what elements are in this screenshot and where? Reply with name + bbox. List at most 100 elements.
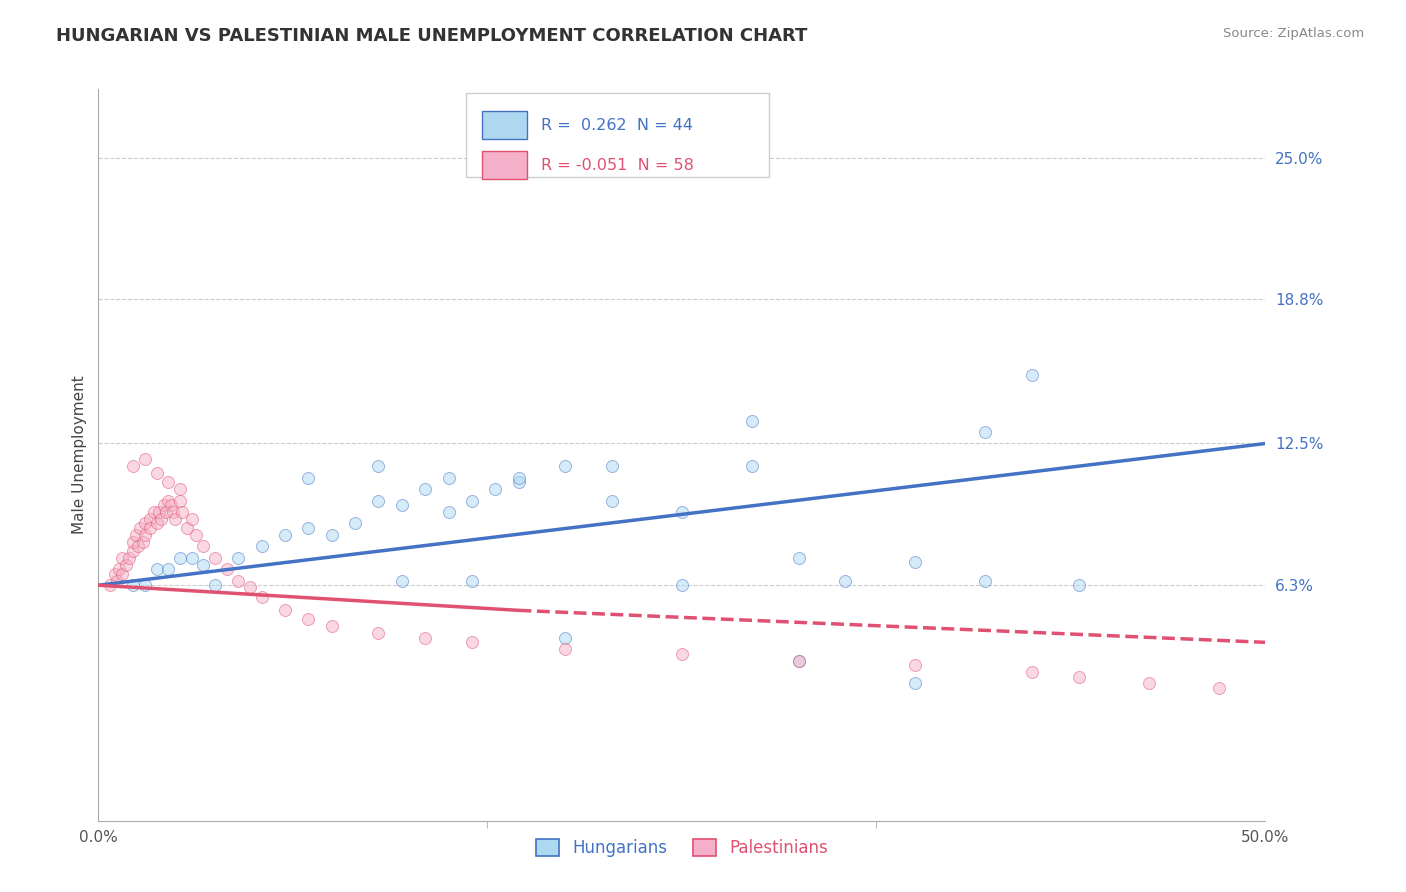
Point: [129, 521, 152, 535]
Point: [274, 528, 297, 542]
Point: [111, 566, 134, 581]
Point: [193, 539, 215, 553]
Text: HUNGARIAN VS PALESTINIAN MALE UNEMPLOYMENT CORRELATION CHART: HUNGARIAN VS PALESTINIAN MALE UNEMPLOYME…: [56, 27, 807, 45]
Point: [118, 550, 141, 565]
Text: R = -0.051  N = 58: R = -0.051 N = 58: [541, 158, 693, 173]
Point: [904, 676, 927, 690]
Point: [974, 574, 997, 588]
Point: [139, 521, 162, 535]
Point: [134, 452, 156, 467]
Point: [159, 498, 181, 512]
Point: [671, 647, 693, 661]
Point: [904, 658, 927, 673]
Point: [146, 466, 169, 480]
Point: [146, 562, 169, 576]
Point: [180, 512, 202, 526]
Point: [169, 493, 191, 508]
Point: [437, 505, 460, 519]
Point: [127, 539, 149, 553]
Point: [134, 528, 156, 542]
Point: [148, 505, 170, 519]
Point: [155, 505, 177, 519]
Point: [162, 505, 184, 519]
Point: [108, 562, 131, 576]
Point: [413, 631, 436, 645]
Point: [461, 493, 484, 508]
Point: [157, 475, 180, 490]
Point: [1137, 676, 1160, 690]
Point: [122, 544, 145, 558]
Point: [484, 482, 506, 496]
Point: [98, 578, 121, 592]
Point: [228, 574, 250, 588]
Point: [115, 558, 138, 572]
Point: [150, 512, 173, 526]
Point: [143, 505, 166, 519]
Legend: Hungarians, Palestinians: Hungarians, Palestinians: [529, 832, 835, 863]
Point: [321, 528, 343, 542]
Point: [297, 521, 319, 535]
Point: [297, 613, 319, 627]
Point: [391, 574, 413, 588]
Point: [215, 562, 238, 576]
Point: [974, 425, 997, 439]
Point: [367, 626, 389, 640]
Point: [367, 459, 389, 474]
Point: [165, 512, 187, 526]
Point: [508, 471, 530, 485]
FancyBboxPatch shape: [465, 93, 769, 177]
Point: [169, 482, 191, 496]
Point: [169, 550, 191, 565]
Point: [274, 603, 297, 617]
Point: [134, 578, 156, 592]
Point: [367, 493, 389, 508]
Point: [671, 578, 693, 592]
Point: [204, 550, 226, 565]
Point: [228, 550, 250, 565]
Point: [461, 635, 484, 649]
Point: [741, 414, 763, 428]
Point: [186, 528, 208, 542]
Point: [787, 654, 810, 668]
Point: [554, 459, 576, 474]
Point: [834, 574, 856, 588]
Point: [461, 574, 484, 588]
Point: [600, 459, 623, 474]
Point: [904, 555, 927, 569]
Point: [193, 558, 215, 572]
Point: [157, 493, 180, 508]
Point: [134, 516, 156, 531]
Point: [1021, 665, 1043, 679]
FancyBboxPatch shape: [482, 112, 527, 139]
Point: [1067, 670, 1090, 684]
Point: [413, 482, 436, 496]
Point: [391, 498, 413, 512]
Point: [671, 505, 693, 519]
Point: [152, 498, 174, 512]
Point: [239, 581, 262, 595]
Text: R =  0.262  N = 44: R = 0.262 N = 44: [541, 118, 693, 133]
Point: [122, 459, 145, 474]
Point: [250, 590, 273, 604]
Point: [1208, 681, 1230, 695]
Point: [111, 550, 134, 565]
Point: [554, 631, 576, 645]
Point: [600, 493, 623, 508]
Point: [1021, 368, 1043, 382]
Point: [554, 642, 576, 657]
Point: [344, 516, 367, 531]
Point: [250, 539, 273, 553]
Point: [1067, 578, 1090, 592]
Point: [132, 534, 155, 549]
Point: [741, 459, 763, 474]
Point: [104, 566, 127, 581]
Point: [297, 471, 319, 485]
Point: [125, 528, 148, 542]
Text: Source: ZipAtlas.com: Source: ZipAtlas.com: [1223, 27, 1364, 40]
Point: [180, 550, 202, 565]
Y-axis label: Male Unemployment: Male Unemployment: [72, 376, 87, 534]
Point: [787, 550, 810, 565]
Point: [437, 471, 460, 485]
Point: [122, 578, 145, 592]
Point: [122, 534, 145, 549]
